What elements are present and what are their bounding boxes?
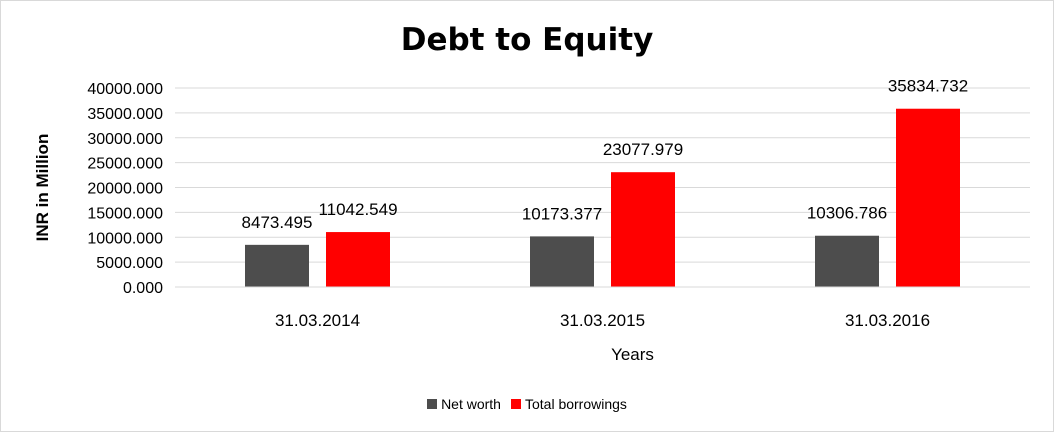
data-label: 10306.786 <box>807 204 887 223</box>
y-tick-label: 30000.000 <box>87 131 163 148</box>
y-tick-label: 20000.000 <box>87 181 163 198</box>
bar-total-borrowings <box>611 172 675 287</box>
y-tick-label: 5000.000 <box>96 255 163 272</box>
y-tick-label: 40000.000 <box>87 81 163 98</box>
y-tick-label: 25000.000 <box>87 156 163 173</box>
data-label: 8473.495 <box>242 213 313 232</box>
y-tick-label: 10000.000 <box>87 230 163 247</box>
legend-item-net-worth: Net worth <box>427 396 501 412</box>
data-label: 35834.732 <box>888 77 968 96</box>
chart-title: Debt to Equity <box>400 22 654 58</box>
y-tick-label: 0.000 <box>123 280 163 297</box>
legend: Net worth Total borrowings <box>0 396 1054 412</box>
x-tick-label: 31.03.2016 <box>845 311 930 330</box>
bar-net-worth <box>245 244 309 287</box>
y-tick-label: 15000.000 <box>87 205 163 222</box>
bar-total-borrowings <box>326 232 390 287</box>
data-label: 10173.377 <box>522 204 602 223</box>
x-axis-title: Years <box>611 345 654 364</box>
y-axis-title: INR in Million <box>33 134 52 242</box>
data-label: 23077.979 <box>603 140 683 159</box>
bar-net-worth <box>815 235 879 287</box>
bar-total-borrowings <box>896 108 960 288</box>
x-tick-label: 31.03.2014 <box>275 311 360 330</box>
legend-item-total-borrowings: Total borrowings <box>510 396 627 412</box>
bar-net-worth <box>530 236 594 287</box>
y-tick-label: 35000.000 <box>87 106 163 123</box>
data-label: 11042.549 <box>318 200 397 219</box>
legend-swatch-total-borrowings <box>510 399 521 409</box>
legend-label-total-borrowings: Total borrowings <box>524 396 627 412</box>
legend-label-net-worth: Net worth <box>441 396 501 412</box>
legend-swatch-net-worth <box>427 399 438 409</box>
x-tick-label: 31.03.2015 <box>560 311 645 330</box>
